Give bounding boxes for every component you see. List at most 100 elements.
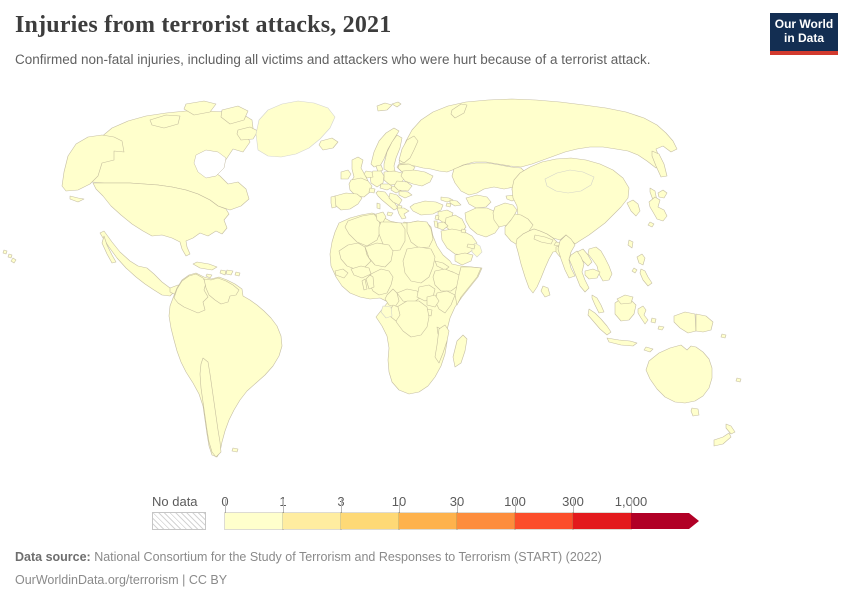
region-malaysia[interactable] bbox=[591, 294, 605, 314]
region-colombia[interactable] bbox=[173, 273, 209, 314]
region-iceland[interactable] bbox=[318, 137, 339, 151]
region-japan[interactable] bbox=[648, 196, 668, 222]
region-taiwan[interactable] bbox=[627, 239, 634, 249]
region-sulawesi[interactable] bbox=[637, 305, 649, 325]
region-spain[interactable] bbox=[332, 192, 363, 211]
region-kyushu[interactable] bbox=[647, 221, 655, 228]
region-armenia[interactable] bbox=[445, 202, 452, 208]
region-jamaica[interactable] bbox=[205, 273, 213, 279]
region-venezuela[interactable] bbox=[203, 277, 240, 305]
region-saudi-arabia[interactable] bbox=[440, 228, 478, 256]
legend-color-segment[interactable] bbox=[572, 512, 632, 530]
region-denmark[interactable] bbox=[375, 164, 384, 173]
region-south-america[interactable] bbox=[168, 272, 283, 458]
region-moluccas[interactable] bbox=[650, 317, 665, 331]
region-dominican-republic[interactable] bbox=[225, 269, 234, 276]
region-sri-lanka[interactable] bbox=[540, 285, 551, 298]
footer-link-line[interactable]: OurWorldinData.org/terrorism | CC BY bbox=[15, 573, 228, 588]
region-hokkaido[interactable] bbox=[657, 189, 668, 199]
legend-color-segment[interactable] bbox=[398, 512, 458, 530]
region-eritrea[interactable] bbox=[434, 260, 450, 271]
region-tunisia[interactable] bbox=[375, 211, 387, 225]
region-arctic-island-2[interactable] bbox=[183, 100, 217, 116]
region-cameroon[interactable] bbox=[384, 288, 400, 308]
region-west-papua[interactable] bbox=[673, 311, 697, 334]
region-philippines[interactable] bbox=[631, 253, 653, 287]
region-myanmar[interactable] bbox=[557, 234, 576, 279]
region-usa[interactable] bbox=[92, 182, 230, 257]
region-benelux[interactable] bbox=[363, 170, 374, 179]
region-sicily[interactable] bbox=[386, 211, 394, 217]
region-france[interactable] bbox=[348, 177, 373, 198]
region-cuba[interactable] bbox=[192, 261, 218, 271]
legend-color-segment[interactable] bbox=[282, 512, 342, 530]
region-turkey[interactable] bbox=[409, 200, 444, 216]
region-solomon[interactable] bbox=[720, 333, 727, 339]
region-niger[interactable] bbox=[364, 242, 394, 268]
legend-color-segment-arrow[interactable] bbox=[631, 513, 699, 529]
region-kamchatka[interactable] bbox=[651, 150, 668, 178]
region-chile[interactable] bbox=[199, 357, 222, 458]
region-russia[interactable] bbox=[398, 98, 678, 173]
region-italy[interactable] bbox=[375, 190, 399, 211]
legend-color-segment[interactable] bbox=[340, 512, 400, 530]
region-cambodia[interactable] bbox=[584, 268, 601, 280]
region-mexico[interactable] bbox=[99, 230, 175, 297]
region-vietnam[interactable] bbox=[587, 246, 613, 282]
region-ethiopia[interactable] bbox=[432, 268, 464, 292]
region-gabon[interactable] bbox=[380, 305, 393, 319]
region-png[interactable] bbox=[695, 313, 714, 333]
legend-color-segment[interactable] bbox=[224, 512, 284, 530]
region-ireland[interactable] bbox=[340, 169, 352, 180]
region-thailand[interactable] bbox=[568, 250, 590, 293]
region-greece[interactable] bbox=[396, 207, 410, 220]
region-australia[interactable] bbox=[645, 344, 713, 404]
region-portugal[interactable] bbox=[330, 195, 337, 209]
region-java[interactable] bbox=[606, 337, 638, 347]
region-azerbaijan[interactable] bbox=[449, 199, 462, 207]
region-korea[interactable] bbox=[626, 199, 641, 217]
region-austria-czech[interactable] bbox=[379, 183, 394, 191]
region-greenland[interactable] bbox=[255, 100, 336, 158]
region-mongolia[interactable] bbox=[544, 169, 595, 194]
region-haiti[interactable] bbox=[219, 269, 227, 276]
region-sudan[interactable] bbox=[402, 246, 436, 284]
region-yemen[interactable] bbox=[454, 252, 474, 266]
region-tasmania[interactable] bbox=[690, 407, 700, 417]
region-arctic-island-4[interactable] bbox=[236, 126, 259, 141]
region-malaysia-borneo[interactable] bbox=[616, 294, 634, 305]
legend-color-segment[interactable] bbox=[514, 512, 574, 530]
region-iran[interactable] bbox=[464, 207, 502, 238]
owid-logo[interactable]: Our World in Data bbox=[770, 13, 838, 55]
region-new-zealand[interactable] bbox=[713, 423, 736, 447]
region-uganda[interactable] bbox=[426, 294, 440, 308]
region-israel[interactable] bbox=[433, 220, 439, 229]
region-switzerland[interactable] bbox=[368, 187, 376, 194]
region-fiji[interactable] bbox=[735, 377, 742, 383]
region-turkmenistan[interactable] bbox=[465, 194, 492, 209]
region-mozambique[interactable] bbox=[434, 324, 450, 364]
region-somalia[interactable] bbox=[454, 266, 482, 306]
region-lebanon[interactable] bbox=[434, 214, 440, 221]
region-egypt[interactable] bbox=[406, 220, 434, 249]
region-uae[interactable] bbox=[466, 243, 476, 250]
region-novaya-zemlya[interactable] bbox=[450, 103, 468, 119]
region-kuwait[interactable] bbox=[460, 228, 467, 234]
region-arctic-island-1[interactable] bbox=[149, 114, 181, 129]
legend-no-data-swatch[interactable] bbox=[152, 512, 206, 530]
region-hawaii[interactable] bbox=[2, 249, 17, 264]
region-madagascar[interactable] bbox=[452, 334, 468, 368]
region-bulgaria[interactable] bbox=[398, 190, 413, 199]
region-timor[interactable] bbox=[643, 346, 654, 353]
region-ukraine[interactable] bbox=[400, 169, 434, 187]
region-sardinia[interactable] bbox=[376, 202, 381, 210]
region-sumatra[interactable] bbox=[587, 308, 612, 336]
region-drc[interactable] bbox=[392, 300, 430, 338]
region-guinea[interactable] bbox=[334, 268, 349, 279]
region-jordan[interactable] bbox=[437, 221, 449, 231]
region-benin[interactable] bbox=[365, 274, 375, 290]
region-mali[interactable] bbox=[338, 242, 372, 270]
region-arctic-island-3[interactable] bbox=[220, 105, 249, 125]
region-nepal[interactable] bbox=[533, 234, 554, 245]
region-puerto-rico[interactable] bbox=[234, 271, 241, 277]
